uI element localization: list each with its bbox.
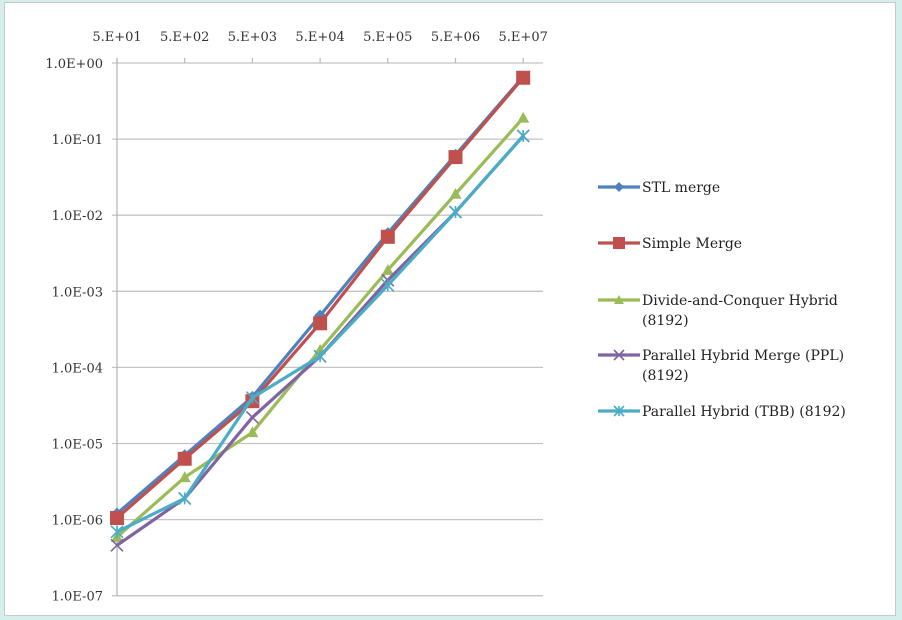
x-tick-label: 5.E+06	[431, 30, 480, 45]
triangle-marker	[614, 295, 624, 304]
x-axis-tick-labels: 5.E+01 5.E+02 5.E+03 5.E+04 5.E+05 5.E+06 5.E+…	[92, 30, 548, 45]
x-tick-label: 5.E+05	[363, 30, 412, 45]
series-lines	[110, 70, 531, 552]
y-tick-label: 1.0E-06	[52, 514, 103, 529]
series-line	[115, 75, 525, 515]
y-tick-label: 1.0E-05	[52, 438, 103, 453]
y-axis-tick-labels: 1.0E+00 1.0E-01 1.0E-02 1.0E-03 1.0E-04 1.0E-…	[45, 57, 103, 605]
y-tick-label: 1.0E-07	[52, 590, 103, 605]
star-marker	[448, 205, 463, 219]
x-marker	[245, 410, 259, 425]
star-marker	[613, 405, 625, 417]
y-tick-label: 1.0E-04	[52, 361, 103, 376]
axes	[116, 58, 524, 596]
series-parallel-hybrid-tbb-8192-	[110, 129, 530, 539]
legend-label: Divide-and-Conquer Hybrid	[642, 293, 838, 309]
x-tick-label: 5.E+02	[160, 30, 209, 45]
x-tick-label: 5.E+01	[92, 30, 141, 45]
star-marker	[313, 349, 327, 363]
diamond-marker	[614, 182, 624, 192]
x-marker	[613, 349, 625, 361]
star-marker	[516, 129, 530, 143]
legend-label: Parallel Hybrid (TBB) (8192)	[642, 404, 846, 420]
legend-label: Simple Merge	[642, 236, 742, 252]
triangle-marker	[517, 111, 530, 123]
square-marker	[177, 451, 192, 466]
series-line	[116, 134, 525, 534]
square-marker	[110, 510, 124, 525]
legend-label: STL merge	[642, 180, 720, 196]
triangle-marker	[381, 264, 394, 275]
square-marker	[313, 316, 328, 331]
legend-item: Simple Merge	[598, 236, 742, 252]
x-tick-label: 5.E+04	[295, 30, 344, 45]
y-tick-label: 1.0E+00	[45, 57, 103, 72]
square-marker	[448, 150, 463, 165]
x-tick-label: 5.E+07	[499, 30, 548, 45]
x-tick-label: 5.E+03	[228, 30, 277, 45]
series-stl-merge	[111, 70, 530, 520]
y-tick-label: 1.0E-03	[52, 285, 103, 300]
gridlines	[112, 62, 543, 597]
legend-item: Parallel Hybrid Merge (PPL) (8192)	[598, 348, 844, 384]
legend-item: Parallel Hybrid (TBB) (8192)	[598, 404, 846, 420]
legend-label-line2: (8192)	[642, 313, 689, 329]
star-marker	[381, 278, 395, 292]
legend-label-line2: (8192)	[642, 368, 689, 384]
legend-item: STL merge	[598, 180, 720, 196]
y-tick-label: 1.0E-02	[52, 209, 103, 224]
x-marker	[110, 538, 124, 552]
star-marker	[178, 491, 192, 505]
star-marker	[245, 391, 259, 405]
triangle-marker	[449, 187, 462, 199]
square-marker	[380, 229, 395, 244]
triangle-marker	[178, 471, 191, 483]
legend-label: Parallel Hybrid Merge (PPL)	[642, 348, 844, 364]
legend: STL merge Simple Merge Divide-and-Conquer …	[598, 180, 846, 420]
star-marker	[110, 525, 124, 539]
triangle-marker	[246, 426, 259, 438]
square-marker	[516, 70, 531, 85]
square-marker	[613, 237, 625, 249]
y-tick-label: 1.0E-01	[52, 133, 103, 148]
legend-item: Divide-and-Conquer Hybrid (8192)	[598, 293, 838, 329]
